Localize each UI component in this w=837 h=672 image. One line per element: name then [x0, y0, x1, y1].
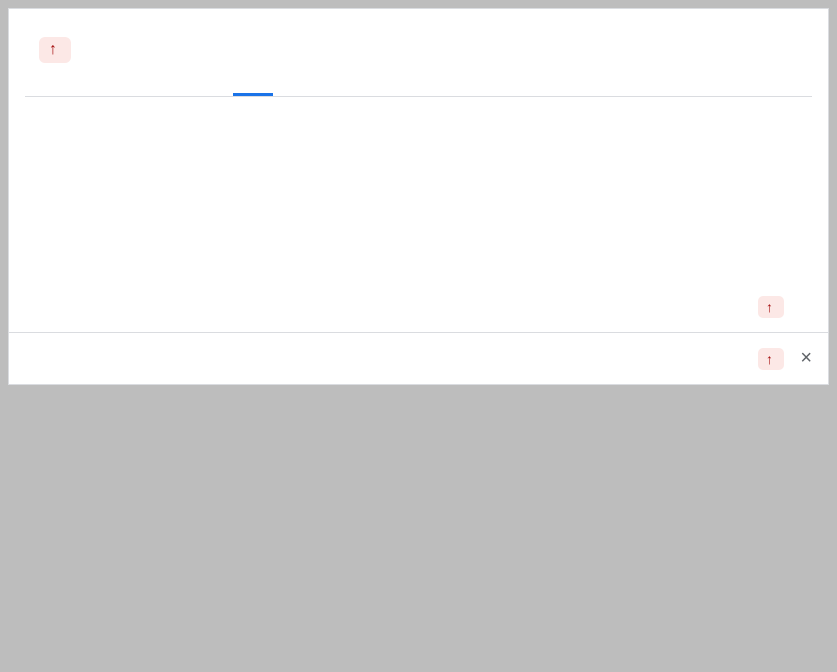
- tab-ytd[interactable]: [193, 73, 233, 96]
- legend-row-spx[interactable]: ↑ ×: [9, 332, 828, 384]
- change-pct-badge: ↑: [39, 37, 71, 63]
- price-chart[interactable]: [17, 119, 317, 269]
- arrow-up-icon: ↑: [49, 41, 57, 59]
- tab-5y[interactable]: [273, 73, 313, 96]
- legend-swatch: [25, 299, 29, 315]
- tab-6m[interactable]: [153, 73, 193, 96]
- legend-row-voo[interactable]: ↑: [9, 282, 828, 332]
- arrow-up-icon: ↑: [766, 351, 773, 367]
- price-row: ↑: [25, 37, 812, 63]
- legend-swatch: [25, 351, 29, 367]
- tab-1y[interactable]: [233, 73, 273, 96]
- close-icon: ×: [800, 347, 812, 369]
- tab-max[interactable]: [313, 73, 353, 96]
- remove-series-button[interactable]: ×: [784, 347, 812, 370]
- chart-area[interactable]: [9, 101, 828, 282]
- comparison-table: ↑ ↑ ×: [9, 282, 828, 384]
- tab-1d[interactable]: [33, 73, 73, 96]
- stock-card: ↑ ↑: [8, 8, 829, 385]
- header: ↑: [9, 9, 828, 101]
- tab-1m[interactable]: [113, 73, 153, 96]
- range-tabs: [25, 73, 812, 97]
- legend-pct: ↑: [656, 296, 784, 318]
- legend-pct: ↑: [656, 348, 784, 370]
- arrow-up-icon: ↑: [766, 299, 773, 315]
- tab-5d[interactable]: [73, 73, 113, 96]
